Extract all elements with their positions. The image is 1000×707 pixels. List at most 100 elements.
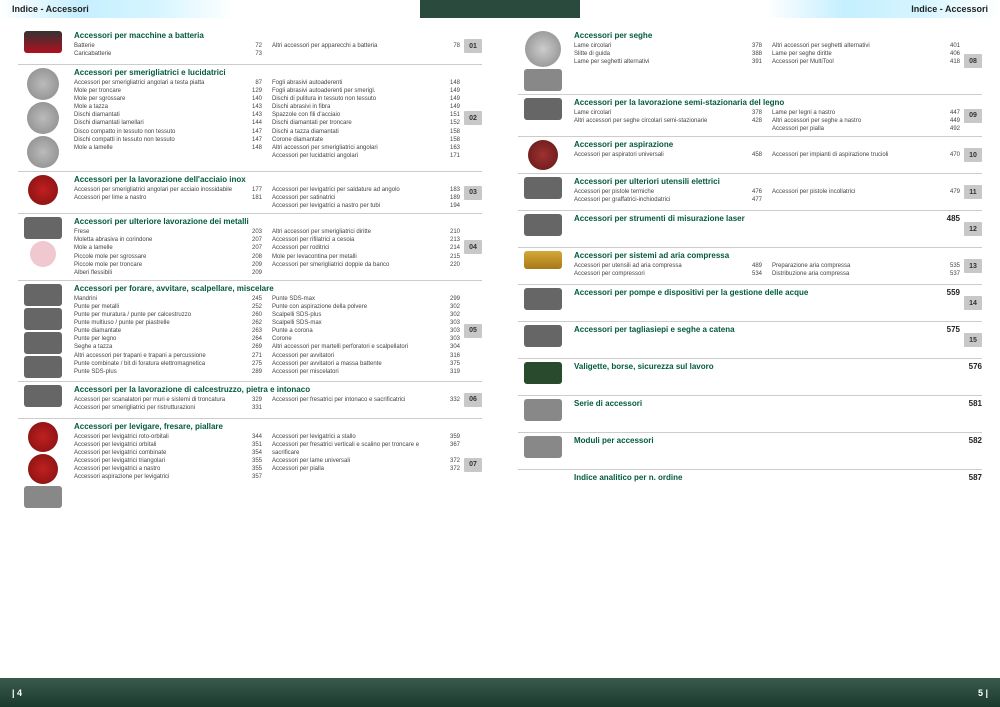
row: Accessori per smerigliatrici angolari a …	[74, 79, 262, 87]
row: Accessori per levigatrici per saldature …	[272, 186, 460, 194]
section-title: Accessori per ulteriore lavorazione dei …	[74, 217, 460, 226]
row-label: Corone diamantate	[272, 136, 450, 144]
row: Accessori per pistole termiche476	[574, 188, 762, 196]
row-page: 303	[450, 335, 460, 343]
row: Accessori per levigatrici a stallo359	[272, 433, 460, 441]
row-label: Accessori per pistole incollatrici	[772, 188, 950, 196]
row-label: Accessori per MultiTool	[772, 58, 950, 66]
title-text: Indice analitico per n. ordine	[574, 473, 682, 482]
header: Indice - Accessori Indice - Accessori	[0, 0, 1000, 18]
row: Piccole mole per sgrossare208	[74, 253, 262, 261]
row-page: 299	[450, 295, 460, 303]
row-label: Altri accessori per seghe circolari semi…	[574, 117, 752, 125]
row: Disco compatto in tessuto non tessuto147	[74, 128, 262, 136]
section: Accessori per la lavorazione di calcestr…	[18, 382, 482, 419]
row: Accessori per smerigliatrici per ristrut…	[74, 404, 262, 412]
col: Accessori per smerigliatrici angolari a …	[74, 79, 262, 160]
section-body: Accessori per macchine a batteria Batteri…	[68, 31, 460, 61]
section: Accessori per macchine a batteria Batteri…	[18, 28, 482, 65]
row: Accessori per fresatrici verticali e sca…	[272, 441, 460, 457]
col: Altri accessori per smerigliatrici dirit…	[272, 228, 460, 277]
section-title: Accessori per aspirazione	[574, 140, 960, 149]
section: Valigette, borse, sicurezza sul lavoro57…	[518, 359, 982, 396]
row-label: Piccole mole per sgrossare	[74, 253, 252, 261]
row: Altri accessori per seghe circolari semi…	[574, 117, 762, 125]
row: Slitte di guida388	[574, 50, 762, 58]
row-page: 171	[450, 152, 460, 160]
row: Accessori per levigatrici triangolari355	[74, 457, 262, 465]
thumb	[24, 486, 62, 508]
row: Dischi a tazza diamantati158	[272, 128, 460, 136]
row-label: Punte diamantate	[74, 327, 252, 335]
row-page: 209	[252, 269, 262, 277]
thumb	[27, 136, 59, 168]
col: Accessori per pistole termiche476Accesso…	[574, 188, 762, 204]
thumb-col	[518, 177, 568, 207]
row-page: 203	[252, 228, 262, 236]
row: Fogli abrasivi autoaderenti148	[272, 79, 460, 87]
row-page: 148	[252, 144, 262, 152]
row-page: 220	[450, 261, 460, 269]
row-page: 72	[255, 42, 262, 50]
tab: 15	[964, 333, 982, 347]
row-page: 149	[450, 95, 460, 103]
row-label: Altri accessori per smerigliatrici dirit…	[272, 228, 450, 236]
row-label: Punte a corona	[272, 327, 450, 335]
row-page: 73	[255, 50, 262, 58]
row-label: Preparazione aria compressa	[772, 262, 950, 270]
row-page: 129	[252, 87, 262, 95]
row: Dischi di pulitura in tessuto non tessut…	[272, 95, 460, 103]
row-label: Accessori per impianti di aspirazione tr…	[772, 151, 950, 159]
row-label: Mole a lamelle	[74, 144, 252, 152]
cols: Accessori per levigatrici roto-orbitali3…	[74, 433, 460, 482]
row: Accessori per compressori534	[574, 270, 762, 278]
tab: 11	[964, 185, 982, 199]
row-page: 252	[252, 303, 262, 311]
row: Preparazione aria compressa535	[772, 262, 960, 270]
section-body: Accessori per la lavorazione semi-stazio…	[568, 98, 960, 133]
cols: Accessori per pistole termiche476 Accesso…	[574, 188, 960, 204]
row-page: 289	[252, 368, 262, 376]
row: Altri accessori per martelli perforatori…	[272, 343, 460, 351]
section-title: Accessori per forare, avvitare, scalpell…	[74, 284, 460, 293]
row-page: 535	[950, 262, 960, 270]
section: Accessori per ulteriori utensili elettri…	[518, 174, 982, 211]
section: Indice analitico per n. ordine587	[518, 470, 982, 506]
title-text: Accessori per la lavorazione di calcestr…	[74, 385, 310, 394]
col: Batterie72Caricabatterie73	[74, 42, 262, 58]
row-page: 375	[450, 360, 460, 368]
title-text: Accessori per macchine a batteria	[74, 31, 204, 40]
thumb	[524, 325, 562, 347]
row-label: Scalpelli SDS-max	[272, 319, 450, 327]
row: Accessori per levigatrici combinate354	[74, 449, 262, 457]
row-page: 147	[252, 136, 262, 144]
row-page: 316	[450, 352, 460, 360]
row-page: 378	[752, 109, 762, 117]
section-title: Serie di accessori581	[574, 399, 982, 408]
row: Accessori per pialla492	[772, 125, 960, 133]
row-label: Accessori per lame universali	[272, 457, 450, 465]
row-label: Accessori per fresatrici per intonaco e …	[272, 396, 450, 404]
row-label: Slitte di guida	[574, 50, 752, 58]
row: Dischi diamantati143	[74, 111, 262, 119]
section: Accessori per la lavorazione dell'acciai…	[18, 172, 482, 214]
row: Accessori per pialla372	[272, 465, 460, 473]
row: Dischi abrasivi in fibra149	[272, 103, 460, 111]
title-text: Accessori per levigare, fresare, piallar…	[74, 422, 223, 431]
row-page: 489	[752, 262, 762, 270]
row-page: 331	[252, 404, 262, 412]
cols: Frese203Moletta abrasiva in corindone207…	[74, 228, 460, 277]
row: Lame circolari378	[574, 109, 762, 117]
row-label: Lame circolari	[574, 109, 752, 117]
title-page: 582	[969, 436, 982, 445]
col: Accessori per smerigliatrici angolari pe…	[74, 186, 262, 210]
row: Accessori per avvitatori316	[272, 352, 460, 360]
row: Spazzole con fili d'acciaio151	[272, 111, 460, 119]
title-text: Accessori per tagliasiepi e seghe a cate…	[574, 325, 735, 334]
row: Mole per levacontina per metalli215	[272, 253, 460, 261]
row-page: 158	[450, 136, 460, 144]
col: Accessori per pistole incollatrici479	[772, 188, 960, 204]
thumb	[524, 362, 562, 384]
row-label: Accessori per utensili ad aria compressa	[574, 262, 752, 270]
section-body: Accessori per levigare, fresare, piallar…	[68, 422, 460, 508]
